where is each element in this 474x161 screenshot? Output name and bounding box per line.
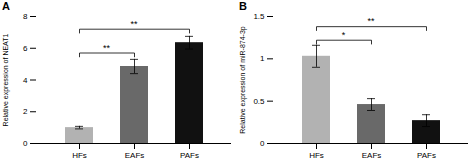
svg-text:HFs: HFs: [309, 151, 324, 160]
svg-text:4: 4: [23, 76, 28, 85]
svg-text:Relative expression of miR-874: Relative expression of miR-874-3p: [239, 26, 247, 133]
svg-text:**: **: [130, 19, 138, 29]
svg-text:0: 0: [260, 139, 265, 148]
svg-text:*: *: [342, 30, 346, 40]
svg-text:1: 1: [260, 54, 265, 63]
svg-text:HFs: HFs: [72, 151, 87, 160]
svg-text:0: 0: [23, 139, 28, 148]
svg-text:Relative expression of NEAT1: Relative expression of NEAT1: [2, 33, 10, 126]
svg-text:6: 6: [23, 44, 28, 53]
svg-text:0.5: 0.5: [253, 97, 265, 106]
svg-text:EAFs: EAFs: [362, 151, 382, 160]
svg-text:PAFs: PAFs: [417, 151, 436, 160]
html-text:B: B: [239, 0, 247, 12]
html-text:A: A: [2, 0, 10, 12]
svg-text:1.5: 1.5: [253, 12, 265, 21]
svg-text:**: **: [367, 16, 375, 26]
svg-text:EAFs: EAFs: [125, 151, 145, 160]
svg-text:8: 8: [23, 12, 28, 21]
svg-text:**: **: [103, 43, 111, 53]
svg-text:2: 2: [23, 107, 28, 116]
svg-text:PAFs: PAFs: [180, 151, 199, 160]
